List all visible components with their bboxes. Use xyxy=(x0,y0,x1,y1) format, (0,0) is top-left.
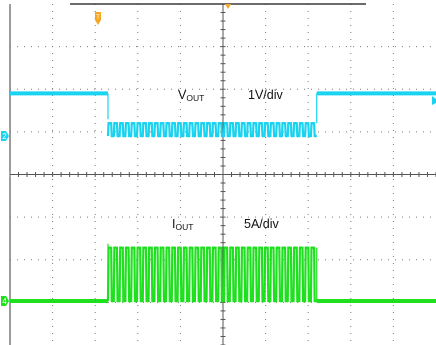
out-burst xyxy=(108,248,317,301)
vout-scale-label: 1V/div xyxy=(248,88,283,102)
ch2-marker: 2 xyxy=(1,131,9,141)
iout-scale-label: 5A/div xyxy=(244,217,279,231)
right-edge-marker xyxy=(432,96,436,105)
trigger-marker: T xyxy=(95,12,101,25)
iout-label: IOUT xyxy=(172,217,193,232)
out-burst xyxy=(108,123,317,136)
trigger-marker-label: T xyxy=(96,15,100,21)
ch4-marker-label: 4 xyxy=(2,297,7,306)
ch4-marker: 4 xyxy=(1,296,9,306)
vout-label: VOUT xyxy=(178,88,204,103)
trigger-position-icon xyxy=(225,4,231,9)
ch2-marker-label: 2 xyxy=(2,132,7,141)
